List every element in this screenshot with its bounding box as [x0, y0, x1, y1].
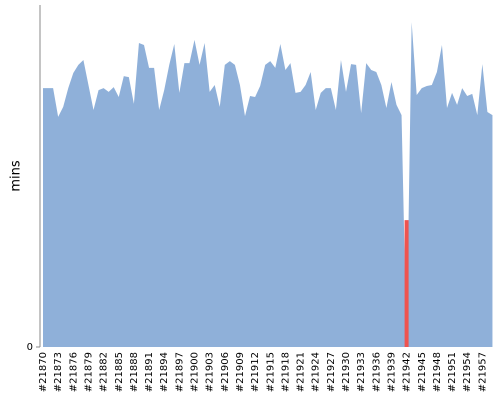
x-tick-label: #21921	[296, 352, 307, 392]
x-tick-label: #21909	[235, 352, 246, 392]
x-tick-label: #21930	[341, 352, 352, 392]
x-tick-label: #21870	[38, 352, 49, 392]
x-tick-label: #21900	[190, 352, 201, 392]
x-tick-label: #21951	[447, 352, 458, 392]
x-tick-label: #21906	[220, 352, 231, 392]
x-tick-label: #21894	[159, 352, 170, 392]
x-tick-label: #21948	[432, 352, 443, 392]
x-tick-label: #21939	[386, 352, 397, 392]
x-tick-label: #21945	[417, 352, 428, 392]
x-tick-label: #21954	[462, 352, 473, 392]
area	[404, 220, 409, 347]
x-tick-label: #21912	[250, 352, 261, 392]
x-tick-label: #21936	[371, 352, 382, 392]
x-tick-label: #21882	[99, 352, 110, 392]
y-tick-label: 0	[27, 342, 33, 353]
x-tick-label: #21897	[174, 352, 185, 392]
x-tick-label: #21879	[83, 352, 94, 392]
x-tick-label: #21942	[402, 352, 413, 392]
x-tick-label: #21957	[477, 352, 488, 392]
x-tick-label: #21924	[311, 352, 322, 392]
y-axis-label: mins	[9, 160, 24, 192]
x-tick-label: #21888	[129, 352, 140, 392]
x-tick-label: #21873	[53, 352, 64, 392]
x-tick-label: #21903	[205, 352, 216, 392]
x-tick-label: #21918	[280, 352, 291, 392]
area	[43, 22, 493, 347]
x-tick-label: #21885	[114, 352, 125, 392]
x-tick-label: #21927	[326, 352, 337, 392]
x-tick-label: #21876	[68, 352, 79, 392]
x-tick-label: #21915	[265, 352, 276, 392]
x-tick-label: #21891	[144, 352, 155, 392]
x-tick-label: #21933	[356, 352, 367, 392]
